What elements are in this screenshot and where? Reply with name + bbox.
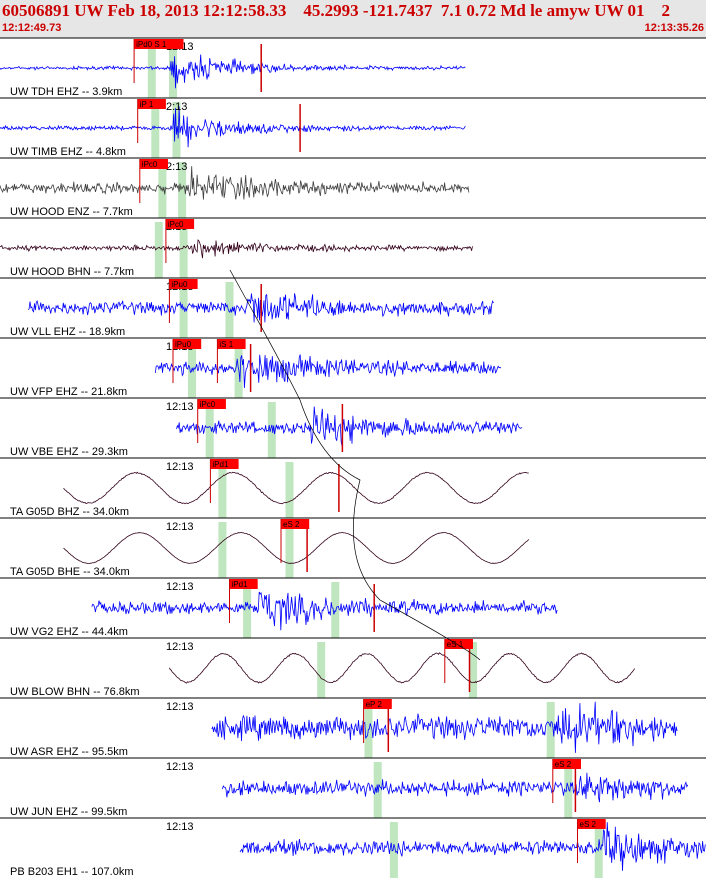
phase-pick-label: eS 2 xyxy=(283,520,300,529)
phase-pick-box[interactable] xyxy=(363,699,392,709)
waveform-trace-6 xyxy=(154,354,502,388)
trace-time-label: 12:13 xyxy=(166,641,194,653)
end-time: 12:13:35.26 xyxy=(644,22,704,34)
phase-pick-box[interactable] xyxy=(139,159,168,169)
window-band-4-2 xyxy=(179,222,188,278)
phase-pick-box[interactable] xyxy=(217,339,246,349)
window-band-7-1 xyxy=(205,402,214,458)
travel-time-curve xyxy=(229,269,481,661)
trace-station-label: UW TIMB EHZ -- 4.8km xyxy=(10,146,126,158)
phase-pick-box[interactable] xyxy=(210,459,239,469)
window-band-11-1 xyxy=(317,642,326,698)
phase-pick-label: iPc0 xyxy=(168,220,184,229)
window-band-9-1 xyxy=(218,522,227,578)
phase-pick-label: iPc0 xyxy=(200,400,216,409)
window-band-14-2 xyxy=(594,822,603,878)
window-band-2-1 xyxy=(151,102,160,158)
phase-pick-label: iPd1 xyxy=(212,460,229,469)
waveform-trace-10 xyxy=(91,591,558,631)
trace-station-label: UW VLL EHZ -- 18.9km xyxy=(10,326,125,338)
phase-pick-box[interactable] xyxy=(173,339,202,349)
waveform-trace-9 xyxy=(63,532,530,564)
trace-station-label: TA G05D BHE -- 34.0km xyxy=(10,566,130,578)
phase-pick-label: iPc0 xyxy=(142,160,158,169)
waveform-trace-3 xyxy=(0,166,470,200)
phase-pick-label: eS 2 xyxy=(580,820,597,829)
phase-pick-label: eS 1 xyxy=(447,640,464,649)
phase-pick-box[interactable] xyxy=(229,579,258,589)
window-band-9-2 xyxy=(285,522,294,578)
window-band-5-1 xyxy=(179,282,188,338)
trace-time-label: 12:13 xyxy=(166,401,194,413)
window-band-10-2 xyxy=(331,582,340,638)
waveform-trace-12 xyxy=(211,701,678,753)
phase-pick-box[interactable] xyxy=(165,219,195,229)
start-time: 12:12:49.73 xyxy=(2,22,62,34)
trace-time-label: 2:13 xyxy=(166,101,187,113)
trace-time-label: 12:13 xyxy=(166,521,194,533)
event-title: 60506891 UW Feb 18, 2013 12:12:58.33 45.… xyxy=(2,1,671,20)
window-band-14-1 xyxy=(389,822,398,878)
header-bar: 60506891 UW Feb 18, 2013 12:12:58.33 45.… xyxy=(0,0,706,38)
phase-pick-label: iS 1 xyxy=(219,340,233,349)
window-band-3-2 xyxy=(178,162,187,218)
trace-station-label: UW HOOD BHN -- 7.7km xyxy=(10,266,134,278)
phase-pick-label: iP 1 xyxy=(140,100,154,109)
phase-pick-label: iPu0 xyxy=(171,280,188,289)
window-band-8-1 xyxy=(218,462,227,518)
phase-pick-label: eP 2 xyxy=(366,700,383,709)
waveform-trace-8 xyxy=(63,471,529,505)
window-band-7-2 xyxy=(267,402,276,458)
phase-pick-label: iPu0 xyxy=(175,340,192,349)
phase-pick-box[interactable] xyxy=(552,759,581,769)
phase-pick-label: eS 2 xyxy=(555,760,572,769)
waveform-trace-11 xyxy=(169,652,636,684)
trace-station-label: UW TDH EHZ -- 3.9km xyxy=(10,86,122,98)
window-band-11-2 xyxy=(469,642,477,698)
trace-station-label: UW HOOD ENZ -- 7.7km xyxy=(10,206,133,218)
trace-station-label: PB B203 EH1 -- 107.0km xyxy=(10,866,134,878)
trace-time-label: 12:13 xyxy=(166,761,194,773)
waveform-trace-14 xyxy=(239,822,706,871)
phase-pick-box[interactable] xyxy=(444,639,473,649)
waveform-trace-4 xyxy=(0,239,473,259)
window-band-1-1 xyxy=(147,42,156,98)
waveform-trace-1 xyxy=(0,54,466,89)
window-band-13-2 xyxy=(564,762,573,818)
window-band-8-2 xyxy=(285,462,294,518)
window-band-5-2 xyxy=(225,282,234,338)
window-band-10-1 xyxy=(243,582,252,638)
waveform-trace-2 xyxy=(0,106,466,148)
trace-station-label: UW ASR EHZ -- 95.5km xyxy=(10,746,128,758)
phase-pick-box[interactable] xyxy=(197,399,226,409)
trace-time-label: 12:13 xyxy=(166,461,194,473)
phase-pick-box[interactable] xyxy=(137,99,166,109)
phase-pick-box[interactable] xyxy=(134,39,184,49)
trace-station-label: TA G05D BHZ -- 34.0km xyxy=(10,506,129,518)
waveform-trace-7 xyxy=(176,406,523,447)
trace-station-label: UW BLOW BHN -- 76.8km xyxy=(10,686,140,698)
trace-time-label: 2:13 xyxy=(166,161,187,173)
trace-station-label: UW JUN EHZ -- 99.5km xyxy=(10,806,127,818)
trace-station-label: UW VG2 EHZ -- 44.4km xyxy=(10,626,128,638)
window-band-4-1 xyxy=(154,222,163,278)
phase-pick-label: iPd1 xyxy=(232,580,249,589)
waveform-trace-13 xyxy=(222,772,689,803)
trace-time-label: 12:13 xyxy=(166,821,194,833)
trace-time-label: 12:13 xyxy=(166,581,194,593)
phase-pick-box[interactable] xyxy=(281,519,310,529)
trace-time-label: 12:13 xyxy=(166,701,194,713)
window-band-12-2 xyxy=(546,702,555,758)
phase-pick-box[interactable] xyxy=(169,279,198,289)
trace-station-label: UW VFP EHZ -- 21.8km xyxy=(10,386,127,398)
phase-pick-label: iPd0 S 1 xyxy=(136,40,167,49)
phase-pick-box[interactable] xyxy=(577,819,606,829)
trace-station-label: UW VBE EHZ -- 29.3km xyxy=(10,446,128,458)
